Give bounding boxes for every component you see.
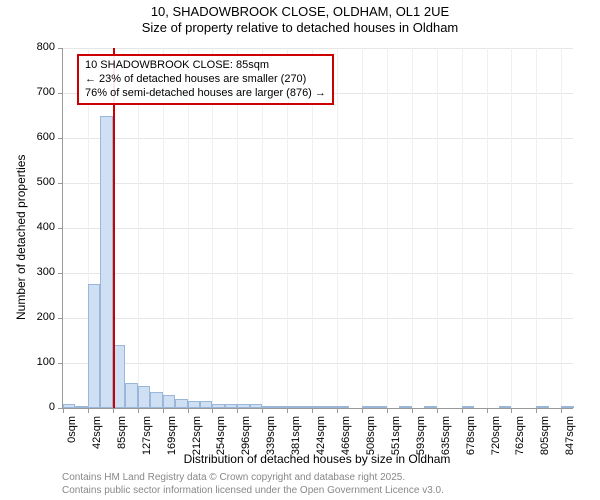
- x-axis-title: Distribution of detached houses by size …: [62, 452, 572, 466]
- footnote-line-1: Contains HM Land Registry data © Crown c…: [62, 472, 444, 485]
- histogram-bar: [200, 401, 212, 408]
- histogram-bar: [399, 406, 411, 408]
- y-tick-label: 200: [25, 311, 55, 323]
- grid-line-v: [561, 48, 562, 408]
- y-tick-label: 600: [25, 131, 55, 143]
- title-line-1: 10, SHADOWBROOK CLOSE, OLDHAM, OL1 2UE: [0, 4, 600, 20]
- histogram-bar: [424, 406, 436, 408]
- histogram-bar: [163, 395, 175, 409]
- y-tick: [58, 48, 63, 49]
- histogram-bar: [362, 406, 374, 408]
- y-tick-label: 400: [25, 221, 55, 233]
- histogram-bar: [312, 406, 324, 408]
- grid-line-h: [63, 273, 573, 274]
- chart-container: 10, SHADOWBROOK CLOSE, OLDHAM, OL1 2UE S…: [0, 0, 600, 500]
- histogram-bar: [125, 383, 137, 408]
- grid-line-h: [63, 48, 573, 49]
- grid-line-v: [511, 48, 512, 408]
- grid-line-v: [412, 48, 413, 408]
- x-tick: [88, 408, 89, 413]
- y-tick-label: 300: [25, 266, 55, 278]
- x-tick: [163, 408, 164, 413]
- histogram-bar: [337, 406, 349, 408]
- footnote-line-2: Contains public sector information licen…: [62, 485, 444, 498]
- x-tick: [312, 408, 313, 413]
- histogram-bar: [561, 406, 573, 408]
- x-tick: [511, 408, 512, 413]
- title-line-2: Size of property relative to detached ho…: [0, 20, 600, 36]
- x-tick: [412, 408, 413, 413]
- y-tick: [58, 228, 63, 229]
- callout-box: 10 SHADOWBROOK CLOSE: 85sqm← 23% of deta…: [77, 54, 334, 105]
- histogram-bar: [287, 406, 299, 408]
- histogram-bar: [275, 406, 287, 408]
- y-tick: [58, 318, 63, 319]
- grid-line-v: [437, 48, 438, 408]
- y-tick: [58, 273, 63, 274]
- x-tick: [237, 408, 238, 413]
- callout-line-2: ← 23% of detached houses are smaller (27…: [85, 73, 326, 87]
- callout-line-1: 10 SHADOWBROOK CLOSE: 85sqm: [85, 59, 326, 73]
- histogram-bar: [138, 386, 150, 409]
- title-block: 10, SHADOWBROOK CLOSE, OLDHAM, OL1 2UE S…: [0, 0, 600, 37]
- plot-area: 01002003004005006007008000sqm42sqm85sqm1…: [62, 48, 573, 409]
- y-tick: [58, 363, 63, 364]
- histogram-bar: [300, 406, 312, 408]
- grid-line-v: [387, 48, 388, 408]
- histogram-bar: [237, 404, 249, 408]
- grid-line-h: [63, 183, 573, 184]
- histogram-bar: [100, 116, 112, 409]
- grid-line-v: [536, 48, 537, 408]
- grid-line-v: [337, 48, 338, 408]
- grid-line-v: [362, 48, 363, 408]
- histogram-bar: [462, 406, 474, 408]
- histogram-bar: [374, 406, 386, 408]
- x-tick: [536, 408, 537, 413]
- x-tick: [113, 408, 114, 413]
- x-tick: [387, 408, 388, 413]
- x-tick: [262, 408, 263, 413]
- histogram-bar: [225, 404, 237, 408]
- histogram-bar: [250, 404, 262, 408]
- callout-line-3: 76% of semi-detached houses are larger (…: [85, 87, 326, 101]
- y-tick: [58, 183, 63, 184]
- x-tick: [63, 408, 64, 413]
- histogram-bar: [75, 406, 87, 408]
- x-tick: [362, 408, 363, 413]
- histogram-bar: [188, 401, 200, 408]
- x-tick: [287, 408, 288, 413]
- histogram-bar: [63, 404, 75, 409]
- histogram-bar: [175, 399, 187, 408]
- x-tick: [437, 408, 438, 413]
- y-tick-label: 800: [25, 41, 55, 53]
- y-axis-title: Number of detached properties: [14, 155, 28, 320]
- grid-line-v: [462, 48, 463, 408]
- histogram-bar: [325, 406, 337, 408]
- y-tick-label: 500: [25, 176, 55, 188]
- x-tick: [138, 408, 139, 413]
- histogram-bar: [212, 404, 224, 409]
- footnote: Contains HM Land Registry data © Crown c…: [62, 472, 444, 497]
- grid-line-h: [63, 318, 573, 319]
- histogram-bar: [88, 284, 100, 408]
- grid-line-h: [63, 363, 573, 364]
- x-tick: [212, 408, 213, 413]
- y-tick-label: 100: [25, 356, 55, 368]
- x-tick: [487, 408, 488, 413]
- histogram-bar: [499, 406, 511, 408]
- x-tick: [188, 408, 189, 413]
- histogram-bar: [150, 392, 162, 408]
- x-tick: [462, 408, 463, 413]
- histogram-bar: [536, 406, 548, 408]
- grid-line-h: [63, 138, 573, 139]
- y-tick-label: 0: [25, 401, 55, 413]
- x-tick: [561, 408, 562, 413]
- grid-line-v: [487, 48, 488, 408]
- y-tick: [58, 138, 63, 139]
- x-tick: [337, 408, 338, 413]
- y-tick: [58, 93, 63, 94]
- y-tick-label: 700: [25, 86, 55, 98]
- grid-line-h: [63, 228, 573, 229]
- histogram-bar: [262, 406, 274, 408]
